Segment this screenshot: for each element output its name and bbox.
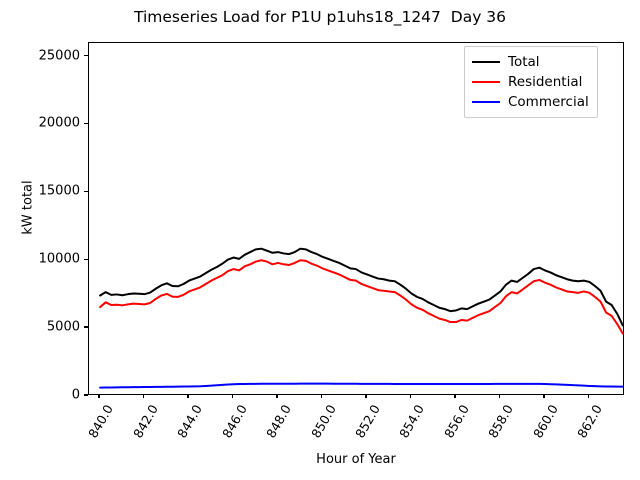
x-tick-mark: [231, 394, 234, 398]
legend: Total Residential Commercial: [464, 46, 598, 118]
chart-title: Timeseries Load for P1U p1uhs18_1247 Day…: [133, 8, 507, 26]
x-tick-label: 840.0: [85, 402, 117, 441]
y-tick-mark: [84, 258, 88, 260]
x-tick-label: 848.0: [263, 402, 295, 441]
legend-label: Total: [508, 54, 540, 70]
y-tick-label: 15000: [38, 183, 80, 199]
y-tick-label: 10000: [38, 251, 80, 267]
y-tick-mark: [84, 394, 88, 396]
legend-swatch: [472, 61, 500, 63]
y-tick-label: 0: [71, 387, 80, 403]
x-tick-label: 842.0: [129, 402, 161, 441]
x-tick-label: 846.0: [218, 402, 250, 441]
plot-lines: [99, 247, 624, 389]
y-tick-mark: [84, 326, 88, 328]
x-tick-mark: [498, 394, 501, 398]
legend-label: Residential: [508, 74, 583, 90]
y-tick-label: 5000: [46, 319, 80, 335]
legend-item: Commercial: [472, 92, 589, 112]
x-tick-mark: [98, 394, 100, 398]
y-axis-tick-labels: 0 5000 10000 15000 20000 25000: [0, 0, 80, 480]
x-tick-label: 850.0: [307, 402, 339, 441]
y-tick-mark: [84, 122, 88, 125]
x-tick-mark: [454, 394, 456, 398]
legend-label: Commercial: [508, 94, 589, 110]
x-tick-mark: [142, 394, 145, 398]
legend-swatch: [472, 101, 500, 103]
x-tick-mark: [276, 394, 278, 398]
x-tick-mark: [187, 394, 189, 398]
series-line: [99, 247, 624, 327]
x-tick-mark: [365, 394, 367, 398]
x-tick-label: 856.0: [441, 402, 472, 441]
x-axis-label: Hour of Year: [316, 452, 396, 467]
x-tick-mark: [587, 394, 590, 398]
series-line: [99, 259, 624, 335]
x-tick-label: 862.0: [574, 402, 606, 441]
y-tick-label: 25000: [38, 48, 80, 64]
x-tick-mark: [409, 394, 412, 398]
x-tick-label: 860.0: [530, 402, 561, 441]
legend-swatch: [472, 81, 500, 83]
x-tick-mark: [320, 394, 323, 398]
y-tick-mark: [84, 190, 88, 192]
y-tick-label: 20000: [38, 115, 80, 131]
legend-item: Total: [472, 52, 589, 72]
x-tick-label: 844.0: [174, 402, 206, 441]
y-tick-mark: [84, 54, 88, 57]
x-tick-label: 854.0: [396, 402, 428, 441]
series-line: [99, 382, 624, 389]
legend-item: Residential: [472, 72, 589, 92]
x-tick-mark: [543, 394, 545, 398]
x-tick-label: 852.0: [352, 402, 383, 441]
x-tick-label: 858.0: [485, 402, 517, 441]
